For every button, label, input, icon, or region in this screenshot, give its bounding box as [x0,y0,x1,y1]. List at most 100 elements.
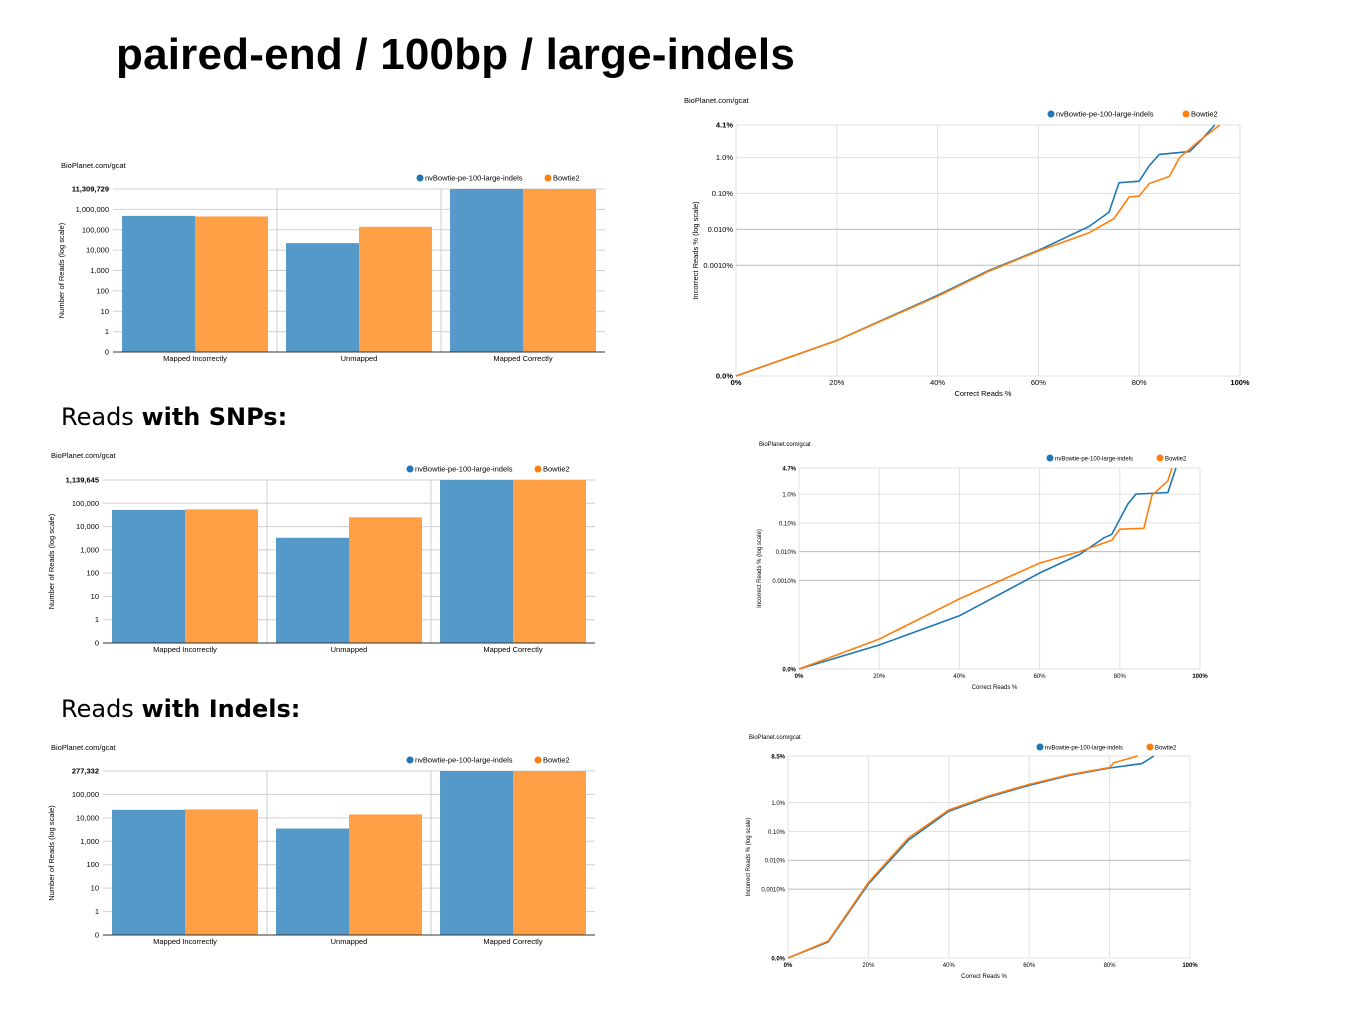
y-tick-label: 10 [91,884,99,893]
y-tick-label: 1 [105,327,109,336]
x-tick-label: 100% [1230,378,1250,387]
legend-swatch-series-b [1156,454,1164,462]
chart-credit: BioPlanet.com/gcat [759,442,811,448]
y-tick-label: 10 [91,592,99,601]
series-line [787,755,1138,959]
y-axis-label: Incorrect Reads % (log scale) [757,529,763,608]
indels-heading: Reads with Indels: [61,695,300,723]
slide-title: paired-end / 100bp / large-indels [116,30,795,79]
legend-label-series-b: Bowtie2 [1155,746,1177,752]
bar [276,537,349,643]
y-tick-label: 0.10% [779,521,797,527]
x-tick-label: Unmapped [331,937,368,946]
y-tick-label: 1,000,000 [76,205,109,214]
series-line [798,467,1173,670]
line-chart-all-reads: BioPlanet.com/gcat nvBowtie-pe-100-large-… [684,96,1250,398]
y-tick-label: 11,309,729 [72,185,109,194]
legend-swatch-series-b [534,756,542,764]
y-tick-label: 1,000 [90,266,109,275]
snps-heading: Reads with SNPs: [61,403,287,431]
bar [440,480,513,643]
x-tick-label: Mapped Incorrectly [163,354,227,363]
x-tick-label: Mapped Correctly [483,645,542,654]
legend-label-series-b: Bowtie2 [553,174,580,183]
y-axis-label: Number of Reads (log scale) [47,805,56,901]
y-tick-label: 100,000 [72,499,99,508]
y-tick-label: 0.010% [765,859,786,865]
y-tick-label: 10,000 [76,813,99,822]
y-tick-label: 4.7% [782,467,796,473]
y-tick-label: 0.0% [771,957,785,963]
bar [523,189,596,352]
legend-label-series-b: Bowtie2 [1165,457,1187,463]
chart-credit: BioPlanet.com/gcat [51,743,117,752]
chart-credit: BioPlanet.com/gcat [749,735,801,741]
y-tick-label: 10,000 [86,246,109,255]
legend-swatch-series-a [406,465,414,473]
legend-swatch-series-a [1047,110,1055,118]
legend-swatch-series-b [544,174,552,182]
y-tick-label: 10 [101,307,109,316]
y-tick-label: 0.10% [712,189,734,198]
y-tick-label: 0.0% [782,668,796,674]
y-tick-label: 1.0% [716,153,733,162]
x-tick-label: Unmapped [341,354,378,363]
y-tick-label: 1,139,645 [66,476,99,485]
bar [185,809,258,935]
y-tick-label: 100 [86,569,99,578]
bar [513,771,586,935]
indels-heading-prefix: Reads [61,695,142,723]
bar [286,243,359,352]
legend-swatch-series-a [416,174,424,182]
x-tick-label: Mapped Incorrectly [153,645,217,654]
y-tick-label: 0 [95,639,99,648]
x-tick-label: 60% [1034,674,1047,680]
x-tick-label: 100% [1182,963,1198,969]
y-tick-label: 1 [95,615,99,624]
y-tick-label: 0.0010% [772,579,796,585]
x-tick-label: 60% [1023,963,1036,969]
y-tick-label: 0.0% [716,372,733,381]
y-tick-label: 1.0% [782,493,796,499]
x-axis-label: Correct Reads % [961,974,1007,980]
legend-label-series-b: Bowtie2 [543,465,570,474]
x-tick-label: Mapped Incorrectly [153,937,217,946]
bar-chart-all-reads: BioPlanet.com/gcat nvBowtie-pe-100-large-… [57,161,605,363]
bar [349,814,422,935]
series-line [735,124,1221,377]
bar [450,189,523,352]
legend-label-series-b: Bowtie2 [1191,110,1218,119]
legend-swatch-series-b [534,465,542,473]
y-axis-label: Number of Reads (log scale) [57,222,66,318]
y-tick-label: 0.10% [768,830,786,836]
x-tick-label: 40% [943,963,956,969]
y-tick-label: 0 [105,348,109,357]
series-line [735,124,1216,377]
bar [359,226,432,352]
x-tick-label: 80% [1104,963,1117,969]
bar-chart-indel-reads: BioPlanet.com/gcat nvBowtie-pe-100-large-… [47,743,595,946]
x-tick-label: 60% [1031,378,1046,387]
y-axis-label: Incorrect Reads % (log scale) [691,201,700,300]
legend-label-series-a: nvBowtie-pe-100-large-indels [415,465,513,474]
series-line [798,467,1177,670]
x-tick-label: 0% [731,378,742,387]
x-axis-label: Correct Reads % [954,389,1011,398]
y-axis-label: Number of Reads (log scale) [47,513,56,609]
legend-label-series-a: nvBowtie-pe-100-large-indels [1056,110,1154,119]
x-tick-label: 40% [930,378,945,387]
y-tick-label: 0 [95,931,99,940]
x-tick-label: 0% [784,963,793,969]
legend-swatch-series-a [406,756,414,764]
bar-chart-snp-reads: BioPlanet.com/gcat nvBowtie-pe-100-large-… [47,451,595,654]
series-line [787,755,1155,959]
bar [276,828,349,935]
legend-label-series-a: nvBowtie-pe-100-large-indels [415,756,513,765]
bar [122,215,195,352]
x-tick-label: Mapped Correctly [493,354,552,363]
line-chart-snp-reads: BioPlanet.com/gcat nvBowtie-pe-100-large-… [757,442,1208,691]
y-tick-label: 4.1% [716,121,733,130]
legend-label-series-b: Bowtie2 [543,756,570,765]
chart-credit: BioPlanet.com/gcat [51,451,117,460]
line-chart-indel-reads: BioPlanet.com/gcat nvBowtie-pe-100-large-… [746,735,1198,980]
